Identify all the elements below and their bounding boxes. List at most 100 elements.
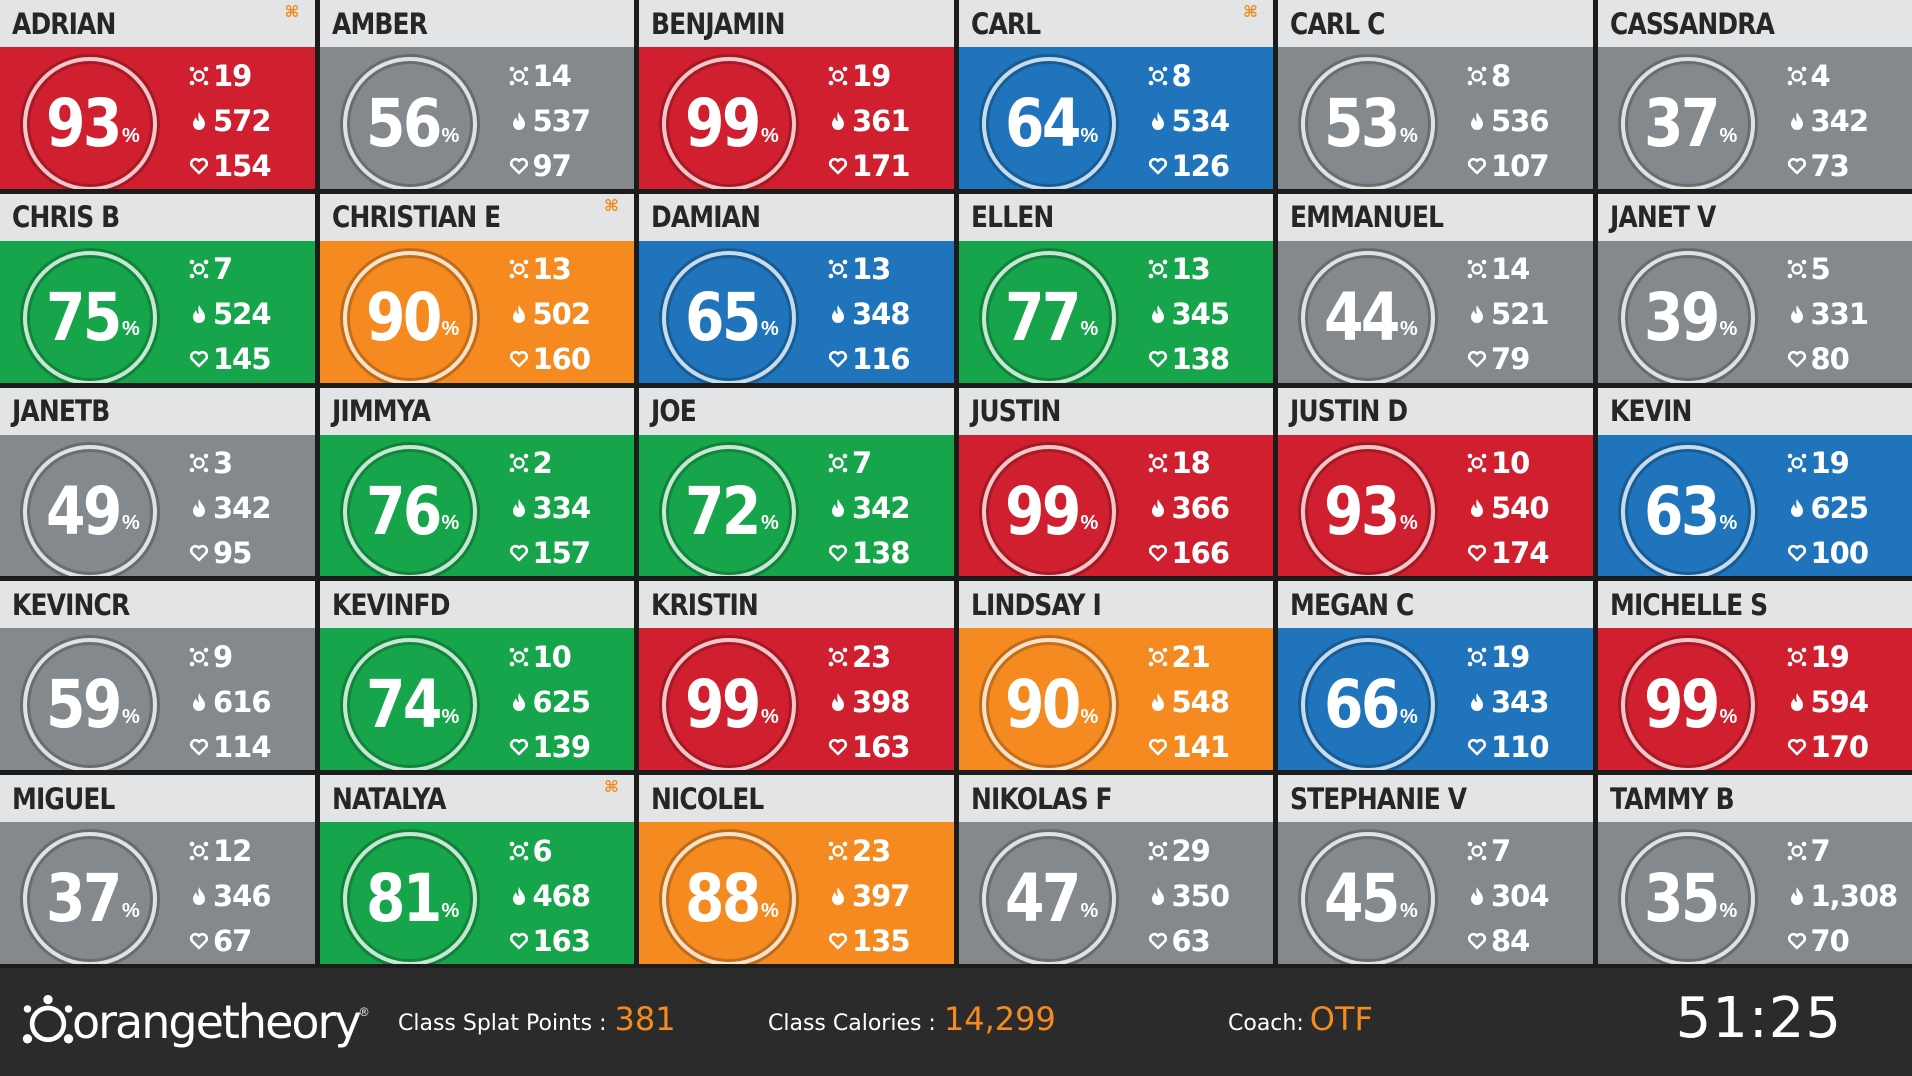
participant-name: MICHELLE S	[1609, 587, 1768, 622]
orangetheory-logo: orangetheory ®	[20, 991, 380, 1053]
participant-stats: 19 343 110	[1467, 634, 1550, 769]
splat-points-value: 18	[1171, 446, 1211, 481]
participant-name: EMMANUEL	[1290, 200, 1444, 235]
avg-heart-rate-stat: 67	[189, 918, 271, 963]
heart-rate-icon	[1787, 351, 1806, 368]
avg-heart-rate-stat: 141	[1148, 724, 1230, 769]
participant-header: CHRIS B	[0, 193, 315, 241]
participant-stats: 12 346 67	[189, 828, 272, 963]
participant-name: JOE	[651, 394, 697, 429]
avg-heart-rate-value: 95	[213, 536, 252, 571]
percent-unit: %	[441, 705, 460, 728]
heart-rate-icon	[1467, 351, 1487, 368]
participant-header: BENJAMIN	[639, 0, 954, 47]
heart-rate-icon	[509, 738, 528, 756]
participant-stats: 13 345 138	[1148, 247, 1230, 382]
calories-stat: 366	[1148, 486, 1230, 531]
avg-heart-rate-stat: 166	[1148, 531, 1230, 576]
calories-value: 540	[1491, 491, 1550, 526]
participant-zone-panel: 64% 8 534 126	[958, 47, 1273, 189]
heart-rate-percent-ring: 37%	[1620, 57, 1755, 189]
participant-zone-panel: 99% 18 366 166	[958, 434, 1273, 577]
heart-rate-percent-ring: 53%	[1301, 57, 1435, 189]
participant-name: BENJAMIN	[651, 6, 785, 41]
avg-heart-rate-value: 110	[1491, 729, 1550, 764]
splat-points-stat: 7	[1467, 828, 1549, 873]
splat-points-stat: 19	[1787, 441, 1869, 486]
heart-rate-percent-ring: 39%	[1620, 250, 1755, 383]
splat-point-icon	[1467, 647, 1487, 667]
splat-points-stat: 19	[828, 53, 910, 98]
class-splat-points: Class Splat Points : 381	[398, 1000, 676, 1038]
logo-wordmark: orangetheory	[72, 995, 362, 1049]
heart-rate-icon	[189, 738, 209, 756]
participant-stats: 7 342 138	[828, 441, 911, 576]
heart-rate-percent-ring: 37%	[23, 832, 157, 964]
splat-points-stat: 19	[189, 53, 271, 98]
heart-rate-percent: 88	[685, 860, 761, 938]
participant-header: JANETB	[0, 387, 315, 435]
avg-heart-rate-value: 67	[213, 923, 252, 958]
participant-stats: 7 1,308 70	[1787, 828, 1898, 963]
avg-heart-rate-stat: 63	[1148, 918, 1230, 963]
heart-rate-percent-ring: 75%	[23, 250, 157, 383]
heart-rate-percent-ring: 99%	[1620, 638, 1755, 771]
splat-point-icon	[828, 453, 848, 473]
percent-unit: %	[1400, 124, 1418, 147]
calories-value: 536	[1491, 103, 1550, 138]
splat-points-stat: 29	[1148, 828, 1230, 873]
percent-unit: %	[122, 705, 140, 728]
splat-points-stat: 8	[1148, 53, 1230, 98]
heart-rate-icon	[828, 932, 848, 949]
participant-header: LINDSAY I	[958, 581, 1273, 629]
splat-points-stat: 13	[509, 247, 591, 292]
avg-heart-rate-stat: 80	[1787, 337, 1869, 382]
splat-highlight-icon: ⌘	[284, 2, 300, 21]
participant-stats: 9 616 114	[189, 634, 272, 769]
avg-heart-rate-value: 163	[532, 923, 592, 958]
calories-value: 342	[1810, 103, 1870, 138]
calories-flame-icon	[512, 886, 525, 905]
splat-points-value: 3	[213, 446, 233, 481]
participant-zone-panel: 45% 7 304 84	[1278, 822, 1593, 964]
heart-rate-percent: 45	[1324, 860, 1400, 938]
participant-stats: 8 534 126	[1148, 53, 1230, 188]
heart-rate-percent: 56	[365, 85, 442, 162]
calories-flame-icon	[512, 692, 525, 711]
calories-value: 548	[1171, 684, 1231, 719]
heart-rate-percent-ring: 76%	[342, 444, 477, 577]
splat-point-icon	[828, 647, 848, 667]
calories-stat: 524	[189, 292, 272, 337]
calories-stat: 398	[828, 679, 911, 724]
splat-point-icon	[509, 453, 528, 473]
avg-heart-rate-value: 138	[852, 536, 911, 571]
participant-name: TAMMY B	[1609, 781, 1735, 816]
participant-zone-panel: 49% 3 342 95	[0, 434, 315, 577]
calories-value: 537	[532, 103, 592, 138]
splat-points-value: 5	[1810, 252, 1831, 287]
participant-tile: CARL C 53% 8 536 107	[1278, 0, 1593, 189]
splat-points-stat: 14	[509, 53, 591, 98]
participant-tile: JOE 72% 7 342 138	[639, 387, 954, 577]
participant-tile: EMMANUEL 44% 14 521 79	[1278, 193, 1593, 383]
splat-point-icon	[509, 66, 528, 85]
splat-points-stat: 3	[189, 441, 271, 486]
splat-points-value: 10	[1491, 446, 1530, 481]
participant-tile: ADRIAN ⌘ 93% 19 572 154	[0, 0, 315, 189]
participant-zone-panel: 72% 7 342 138	[639, 434, 954, 577]
percent-unit: %	[761, 705, 779, 728]
calories-value: 534	[1171, 103, 1231, 138]
heart-rate-percent-ring: 93%	[23, 57, 157, 189]
participant-zone-panel: 88% 23 397 135	[639, 822, 954, 964]
calories-stat: 534	[1148, 98, 1230, 143]
participant-name: ELLEN	[970, 200, 1054, 235]
calories-value: 350	[1171, 878, 1231, 913]
heart-rate-percent-ring: 59%	[23, 638, 157, 771]
participant-zone-panel: 93% 19 572 154	[0, 47, 315, 189]
avg-heart-rate-stat: 79	[1467, 337, 1549, 382]
calories-value: 616	[213, 684, 272, 719]
participant-stats: 10 625 139	[509, 634, 591, 769]
avg-heart-rate-value: 141	[1171, 729, 1231, 764]
participant-header: CARL ⌘	[958, 0, 1273, 47]
participant-tile: JANETB 49% 3 342 95	[0, 387, 315, 577]
